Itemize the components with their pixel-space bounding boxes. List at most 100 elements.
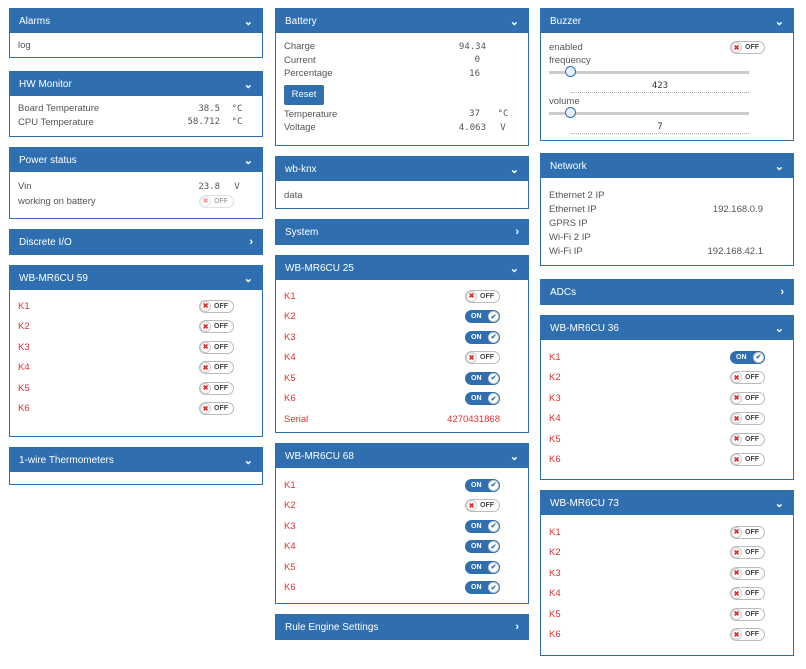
slider-track <box>549 112 749 115</box>
x-icon: ✖ <box>466 352 477 364</box>
relay-toggle[interactable]: ✖ OFF <box>199 340 234 354</box>
relay-row: K3 ✔ ON <box>284 327 520 348</box>
relay-toggle[interactable]: ✔ ON <box>465 581 500 595</box>
frequency-slider[interactable] <box>549 66 749 78</box>
toggle-text: ON <box>471 374 482 382</box>
chevron-down-icon[interactable]: ⌄ <box>243 15 253 28</box>
relay-toggle[interactable]: ✖ OFF <box>199 299 234 313</box>
chevron-down-icon[interactable]: ⌄ <box>509 15 519 28</box>
panel-title: Buzzer <box>550 15 582 27</box>
wb-knx-header[interactable]: wb-knx ⌄ <box>276 157 528 181</box>
wb-mr6cu-59-header[interactable]: WB-MR6CU 59 ⌄ <box>10 266 262 290</box>
relay-toggle[interactable]: ✖ OFF <box>730 628 765 642</box>
relay-toggle[interactable]: ✔ ON <box>465 478 500 492</box>
relay-toggle[interactable]: ✔ ON <box>465 540 500 554</box>
chevron-right-icon[interactable]: › <box>515 226 519 238</box>
relay-label: K5 <box>18 382 30 394</box>
row-label: working on battery <box>18 195 96 207</box>
network-header[interactable]: Network ⌄ <box>541 154 793 178</box>
relay-toggle[interactable]: ✖ OFF <box>730 607 765 621</box>
relay-toggle[interactable]: ✖ OFF <box>465 499 500 513</box>
x-icon: ✖ <box>200 362 211 374</box>
chevron-down-icon[interactable]: ⌄ <box>243 78 253 91</box>
relay-toggle[interactable]: ✖ OFF <box>199 402 234 416</box>
panel-title: WB-MR6CU 25 <box>285 262 354 274</box>
relay-label: K4 <box>18 362 30 374</box>
chevron-right-icon[interactable]: › <box>249 236 253 248</box>
toggle-text: ON <box>471 481 482 489</box>
buzzer-enabled-toggle[interactable]: ✖ OFF <box>730 41 765 54</box>
relay-toggle[interactable]: ✖ OFF <box>465 289 500 303</box>
relay-toggle[interactable]: ✖ OFF <box>730 587 765 601</box>
wb-mr6cu-73-panel: WB-MR6CU 73 ⌄ K1 ✖ OFF K2 ✖ OFF K3 ✖ OFF K4 ✖ OFF K5 ✖… <box>540 490 794 656</box>
wb-mr6cu-73-header[interactable]: WB-MR6CU 73 ⌄ <box>541 491 793 515</box>
network-row: GPRS IP <box>549 216 785 230</box>
relay-toggle[interactable]: ✖ OFF <box>199 361 234 375</box>
relay-toggle[interactable]: ✖ OFF <box>730 453 765 467</box>
battery-header[interactable]: Battery ⌄ <box>276 9 528 33</box>
chevron-down-icon[interactable]: ⌄ <box>243 454 253 467</box>
chevron-down-icon[interactable]: ⌄ <box>509 262 519 275</box>
adcs-header[interactable]: ADCs › <box>541 280 793 304</box>
toggle-text: OFF <box>480 502 494 510</box>
relay-toggle[interactable]: ✖ OFF <box>730 371 765 385</box>
chevron-down-icon[interactable]: ⌄ <box>243 272 253 285</box>
relay-toggle[interactable]: ✖ OFF <box>199 320 234 334</box>
slider-thumb[interactable] <box>565 66 576 77</box>
chevron-down-icon[interactable]: ⌄ <box>774 160 784 173</box>
relay-toggle[interactable]: ✖ OFF <box>730 525 765 539</box>
relay-toggle[interactable]: ✔ ON <box>465 560 500 574</box>
relay-toggle[interactable]: ✖ OFF <box>730 432 765 446</box>
relay-label: K1 <box>549 526 561 538</box>
x-icon: ✖ <box>200 300 211 312</box>
x-icon: ✖ <box>731 42 742 53</box>
network-row: Ethernet 2 IP <box>549 188 785 202</box>
chevron-down-icon[interactable]: ⌄ <box>509 450 519 463</box>
relay-toggle[interactable]: ✖ OFF <box>465 351 500 365</box>
relay-toggle[interactable]: ✔ ON <box>465 371 500 385</box>
panel-title: Alarms <box>19 15 51 27</box>
power-status-header[interactable]: Power status ⌄ <box>10 148 262 172</box>
reset-button[interactable]: Reset <box>284 84 324 105</box>
1-wire-thermometers-header[interactable]: 1-wire Thermometers ⌄ <box>10 448 262 472</box>
relay-toggle[interactable]: ✔ ON <box>465 330 500 344</box>
x-icon: ✖ <box>466 500 477 512</box>
relay-toggle[interactable]: ✖ OFF <box>730 566 765 580</box>
chevron-down-icon[interactable]: ⌄ <box>774 322 784 335</box>
row-unit: V <box>234 181 240 192</box>
relay-row: K4 ✖ OFF <box>18 358 254 379</box>
relay-toggle[interactable]: ✔ ON <box>465 392 500 406</box>
relay-toggle[interactable]: ✔ ON <box>730 350 765 364</box>
relay-row: K1 ✖ OFF <box>18 296 254 317</box>
row-value: 94.34 <box>458 41 486 52</box>
wb-mr6cu-68-header[interactable]: WB-MR6CU 68 ⌄ <box>276 444 528 468</box>
relay-toggle[interactable]: ✖ OFF <box>730 391 765 405</box>
relay-toggle[interactable]: ✔ ON <box>465 519 500 533</box>
alarms-header[interactable]: Alarms ⌄ <box>10 9 262 33</box>
chevron-down-icon[interactable]: ⌄ <box>774 497 784 510</box>
relay-toggle[interactable]: ✖ OFF <box>730 546 765 560</box>
rule-engine-settings-header[interactable]: Rule Engine Settings › <box>276 615 528 639</box>
system-header[interactable]: System › <box>276 220 528 244</box>
buzzer-header[interactable]: Buzzer ⌄ <box>541 9 793 33</box>
chevron-down-icon[interactable]: ⌄ <box>509 163 519 176</box>
chevron-right-icon[interactable]: › <box>515 621 519 633</box>
relay-row: K5 ✖ OFF <box>549 604 785 625</box>
chevron-down-icon[interactable]: ⌄ <box>243 154 253 167</box>
relay-label: K3 <box>18 341 30 353</box>
wb-mr6cu-25-header[interactable]: WB-MR6CU 25 ⌄ <box>276 256 528 280</box>
wb-mr6cu-36-header[interactable]: WB-MR6CU 36 ⌄ <box>541 316 793 340</box>
slider-thumb[interactable] <box>565 107 576 118</box>
chevron-down-icon[interactable]: ⌄ <box>774 15 784 28</box>
relay-toggle[interactable]: ✔ ON <box>465 310 500 324</box>
volume-slider[interactable] <box>549 107 749 119</box>
relay-label: K4 <box>549 588 561 600</box>
1-wire-thermometers-panel: 1-wire Thermometers ⌄ <box>9 447 263 485</box>
chevron-right-icon[interactable]: › <box>780 286 784 298</box>
discrete-io-header[interactable]: Discrete I/O › <box>10 230 262 254</box>
volume-value: 7 <box>571 122 749 134</box>
relay-toggle[interactable]: ✖ OFF <box>199 381 234 395</box>
relay-toggle[interactable]: ✖ OFF <box>730 412 765 426</box>
hw-monitor-header[interactable]: HW Monitor ⌄ <box>10 72 262 96</box>
battery-panel: Battery ⌄ Charge 94.34 Current 0 Percentage… <box>275 8 529 146</box>
